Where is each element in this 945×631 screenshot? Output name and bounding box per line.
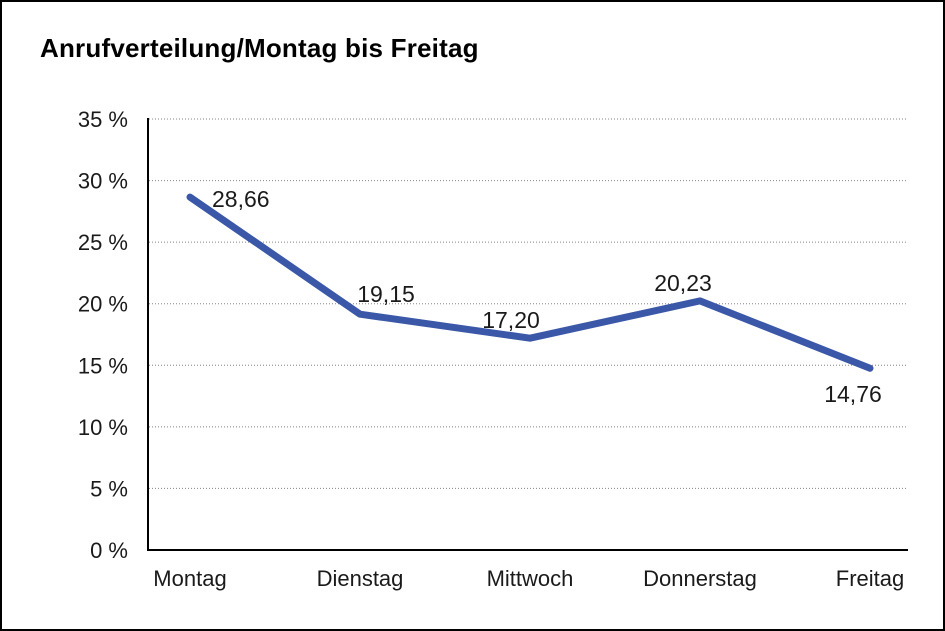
y-tick-label: 15 % <box>78 353 128 378</box>
chart-title: Anrufverteilung/Montag bis Freitag <box>40 33 479 63</box>
y-tick-label: 25 % <box>78 230 128 255</box>
data-point-label: 17,20 <box>482 307 540 333</box>
data-point-label: 20,23 <box>654 270 712 296</box>
y-tick-label: 10 % <box>78 415 128 440</box>
data-point-label: 28,66 <box>212 186 270 212</box>
x-category-label: Dienstag <box>317 566 404 591</box>
y-tick-label: 20 % <box>78 292 128 317</box>
x-category-label: Montag <box>153 566 226 591</box>
x-category-label: Donnerstag <box>643 566 757 591</box>
y-tick-label: 35 % <box>78 107 128 132</box>
y-tick-label: 0 % <box>90 538 128 563</box>
data-line <box>186 193 874 372</box>
data-point-label: 14,76 <box>824 381 882 407</box>
data-point-label: 19,15 <box>357 281 415 307</box>
x-category-label: Freitag <box>836 566 904 591</box>
x-category-label: Mittwoch <box>487 566 574 591</box>
y-tick-label: 5 % <box>90 476 128 501</box>
y-tick-label: 30 % <box>78 169 128 194</box>
